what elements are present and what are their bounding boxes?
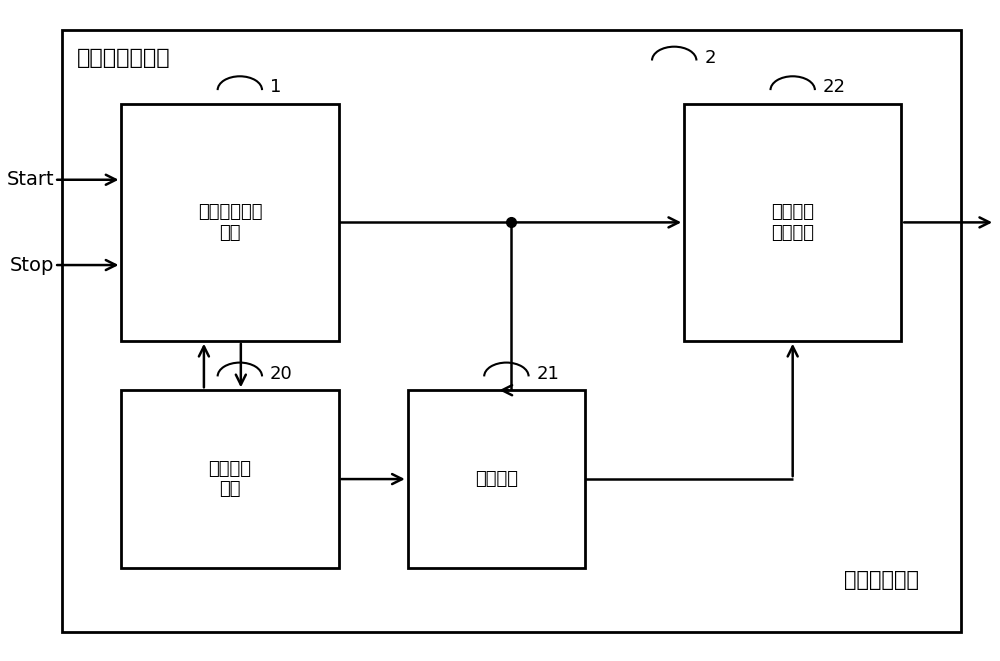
Text: 时间数字转换器: 时间数字转换器 [77, 48, 171, 67]
Text: Stop: Stop [10, 256, 54, 274]
Text: 统计模块: 统计模块 [475, 470, 518, 488]
Text: 20: 20 [270, 365, 293, 383]
Text: Start: Start [7, 171, 54, 189]
Text: 1: 1 [270, 79, 281, 97]
Text: 采样控制
模块: 采样控制 模块 [208, 459, 251, 498]
Text: 误差校准装置: 误差校准装置 [844, 570, 919, 590]
Bar [358, 74, 931, 607]
Text: 2: 2 [704, 49, 716, 67]
Bar [684, 104, 901, 341]
Text: 时间间隔
校准模块: 时间间隔 校准模块 [771, 203, 814, 242]
Bar [408, 390, 585, 568]
Text: 22: 22 [823, 79, 846, 97]
Bar [121, 104, 339, 341]
Text: 21: 21 [537, 365, 559, 383]
Bar [121, 390, 339, 568]
Text: 时间数字转换
模块: 时间数字转换 模块 [198, 203, 262, 242]
